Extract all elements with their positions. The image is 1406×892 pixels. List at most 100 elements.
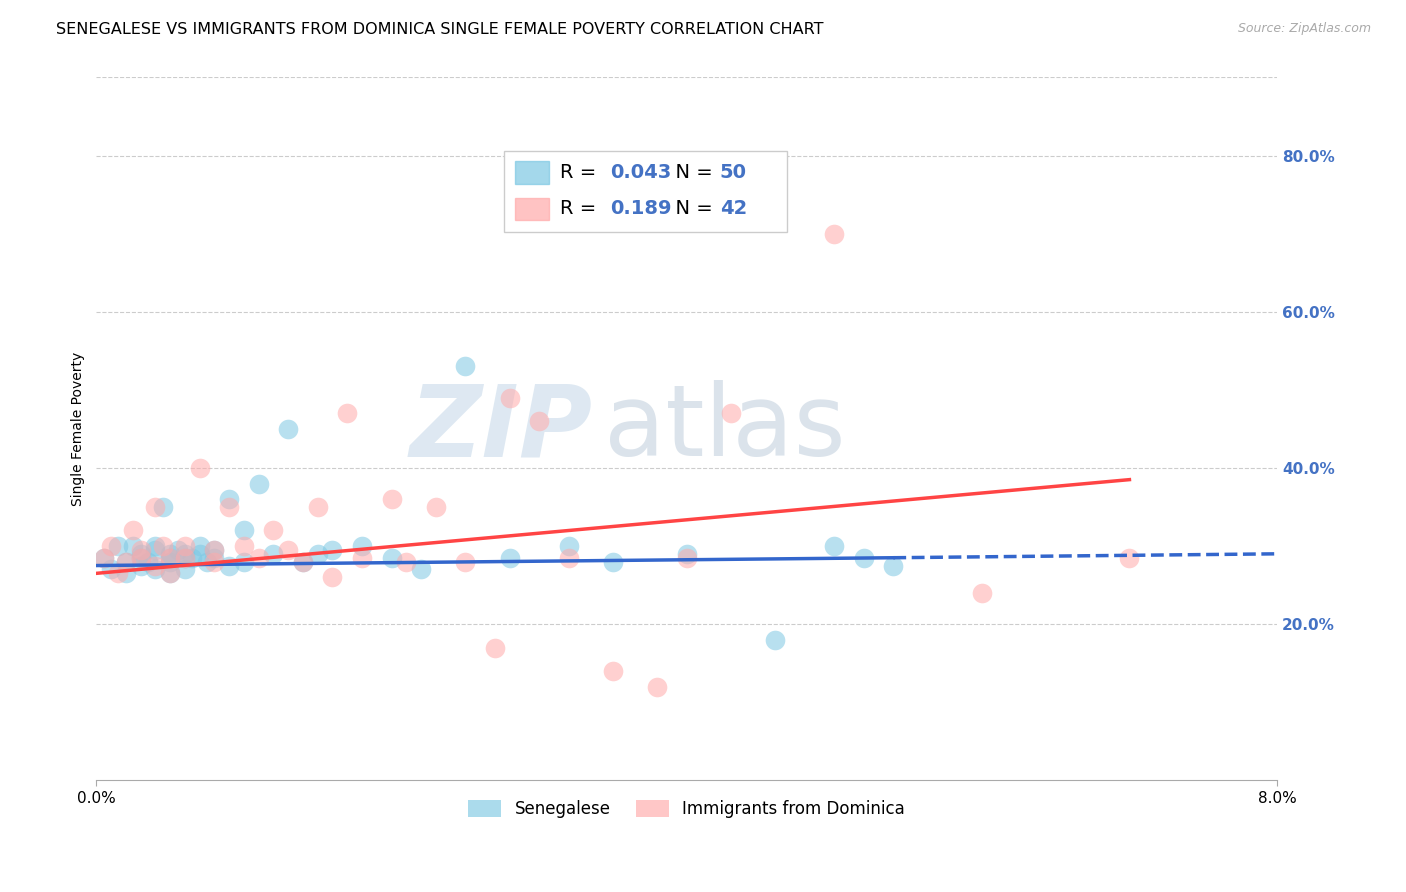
Point bbox=[247, 550, 270, 565]
Point bbox=[557, 550, 579, 565]
Point bbox=[350, 550, 373, 565]
Point bbox=[675, 547, 697, 561]
Point bbox=[307, 547, 329, 561]
Point bbox=[307, 500, 329, 514]
Point bbox=[188, 547, 211, 561]
Point bbox=[380, 492, 402, 507]
Point bbox=[166, 543, 188, 558]
Point bbox=[174, 539, 197, 553]
Point bbox=[484, 640, 506, 655]
Text: R =: R = bbox=[561, 200, 603, 219]
Point bbox=[454, 359, 477, 374]
Point bbox=[129, 543, 152, 558]
Point bbox=[321, 570, 343, 584]
Point bbox=[970, 586, 993, 600]
Point bbox=[1118, 550, 1140, 565]
Point bbox=[409, 562, 432, 576]
Point bbox=[232, 555, 254, 569]
Point bbox=[262, 524, 284, 538]
Point bbox=[204, 543, 226, 558]
Point bbox=[645, 680, 668, 694]
Y-axis label: Single Female Poverty: Single Female Poverty bbox=[72, 351, 86, 506]
Text: 0.043: 0.043 bbox=[610, 163, 671, 182]
Point bbox=[145, 539, 167, 553]
Point bbox=[145, 562, 167, 576]
Point bbox=[122, 539, 145, 553]
Point bbox=[181, 550, 204, 565]
Point bbox=[321, 543, 343, 558]
Point bbox=[218, 558, 240, 573]
Text: N =: N = bbox=[664, 163, 718, 182]
Point bbox=[159, 550, 181, 565]
Text: 0.189: 0.189 bbox=[610, 200, 672, 219]
Point bbox=[159, 566, 181, 581]
Point bbox=[218, 492, 240, 507]
Point bbox=[93, 550, 115, 565]
Point bbox=[602, 555, 624, 569]
Point bbox=[129, 547, 152, 561]
Text: Source: ZipAtlas.com: Source: ZipAtlas.com bbox=[1237, 22, 1371, 36]
Point bbox=[122, 524, 145, 538]
Point bbox=[145, 558, 167, 573]
Text: atlas: atlas bbox=[605, 380, 845, 477]
Point bbox=[380, 550, 402, 565]
Text: 50: 50 bbox=[720, 163, 747, 182]
Point bbox=[174, 547, 197, 561]
Point bbox=[350, 539, 373, 553]
Point bbox=[159, 566, 181, 581]
Point bbox=[262, 547, 284, 561]
Text: 42: 42 bbox=[720, 200, 747, 219]
Point bbox=[232, 524, 254, 538]
FancyBboxPatch shape bbox=[503, 152, 787, 232]
Point bbox=[93, 550, 115, 565]
Point bbox=[823, 539, 845, 553]
Point bbox=[498, 391, 520, 405]
Point bbox=[152, 500, 174, 514]
Point bbox=[336, 406, 359, 420]
Point bbox=[129, 558, 152, 573]
Bar bbox=[516, 161, 548, 184]
Point bbox=[882, 558, 904, 573]
Point bbox=[454, 555, 477, 569]
Point bbox=[763, 632, 786, 647]
Point bbox=[188, 461, 211, 475]
Point bbox=[115, 555, 138, 569]
Point bbox=[232, 539, 254, 553]
Point bbox=[557, 539, 579, 553]
Point bbox=[107, 566, 129, 581]
Text: R =: R = bbox=[561, 163, 603, 182]
Point bbox=[100, 539, 122, 553]
Point bbox=[527, 414, 550, 428]
Point bbox=[425, 500, 447, 514]
Point bbox=[277, 422, 299, 436]
Text: N =: N = bbox=[664, 200, 718, 219]
Bar bbox=[516, 198, 548, 220]
Point bbox=[204, 555, 226, 569]
Point bbox=[159, 547, 181, 561]
Point bbox=[174, 550, 197, 565]
Point bbox=[129, 550, 152, 565]
Point bbox=[204, 543, 226, 558]
Point bbox=[136, 555, 159, 569]
Point bbox=[159, 555, 181, 569]
Point bbox=[145, 543, 167, 558]
Point bbox=[145, 500, 167, 514]
Point bbox=[115, 566, 138, 581]
Point bbox=[107, 539, 129, 553]
Point bbox=[204, 550, 226, 565]
Point bbox=[152, 539, 174, 553]
Legend: Senegalese, Immigrants from Dominica: Senegalese, Immigrants from Dominica bbox=[461, 793, 912, 825]
Point bbox=[247, 476, 270, 491]
Point bbox=[159, 550, 181, 565]
Point bbox=[174, 550, 197, 565]
Point bbox=[720, 406, 742, 420]
Point bbox=[498, 550, 520, 565]
Point bbox=[129, 550, 152, 565]
Point bbox=[852, 550, 875, 565]
Point bbox=[291, 555, 314, 569]
Point bbox=[277, 543, 299, 558]
Point bbox=[174, 562, 197, 576]
Point bbox=[195, 555, 218, 569]
Point bbox=[115, 555, 138, 569]
Point bbox=[218, 500, 240, 514]
